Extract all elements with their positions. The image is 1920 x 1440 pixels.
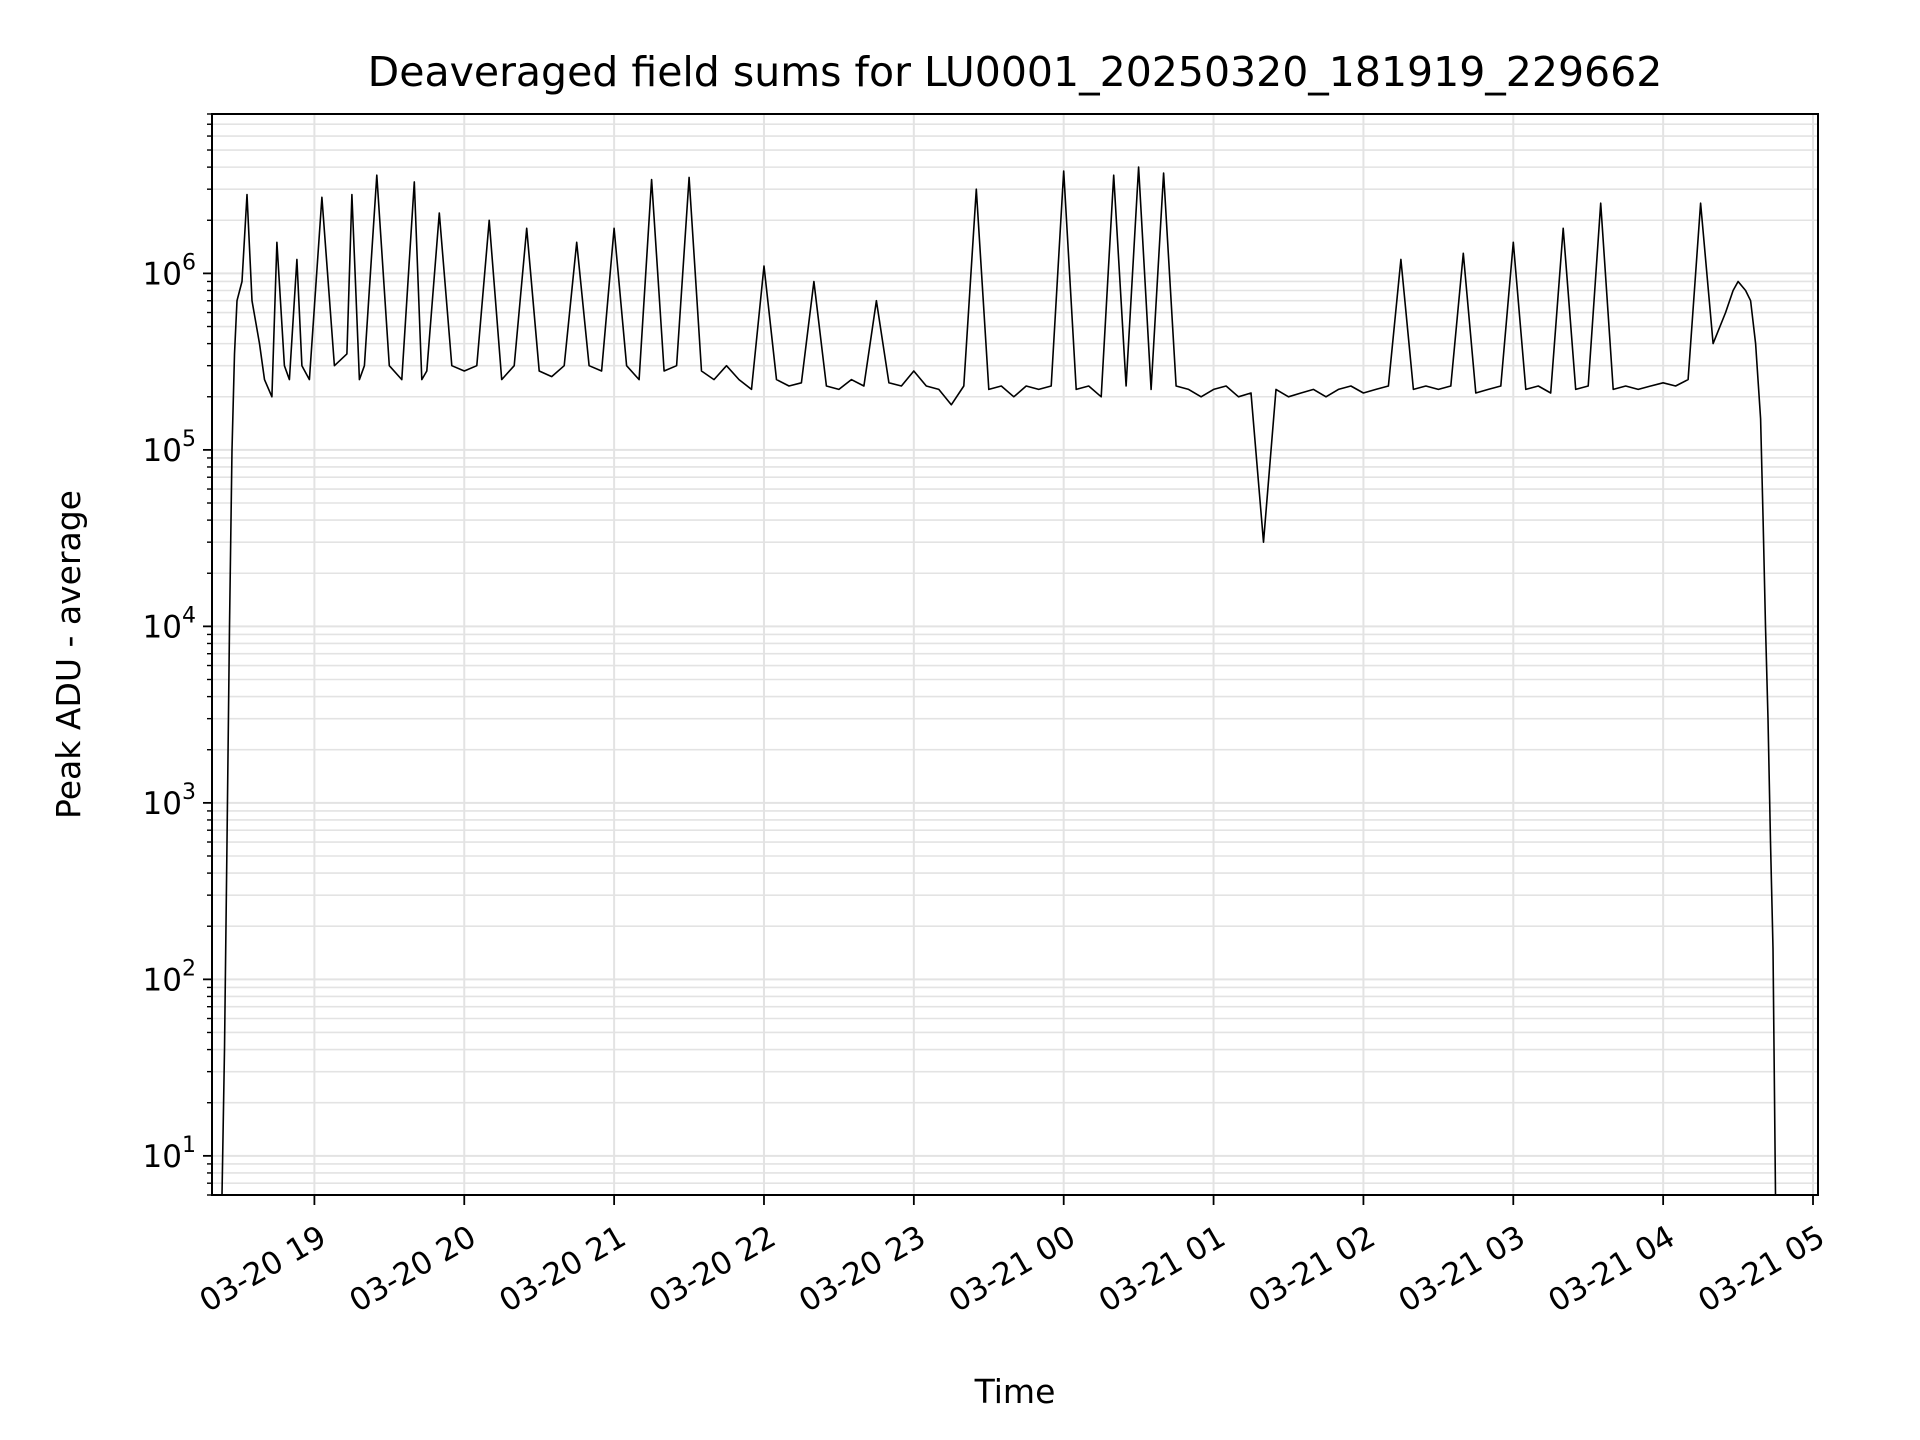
y-tick-label-base: 10 (143, 962, 182, 998)
y-tick-label-base: 10 (143, 786, 182, 822)
y-tick-label-exponent: 5 (182, 427, 196, 452)
x-axis-title: Time (974, 1372, 1056, 1411)
series-line (221, 166, 1777, 1196)
y-tick-label-exponent: 4 (182, 603, 196, 628)
y-tick-label-base: 10 (143, 256, 182, 292)
grid (212, 113, 1818, 1196)
y-tick-label-exponent: 3 (182, 780, 196, 805)
y-tick-label-base: 10 (143, 433, 182, 469)
y-axis-title: Peak ADU - average (49, 490, 88, 819)
plot-frame (211, 113, 1819, 1196)
y-tick-label: 104 (143, 603, 196, 645)
y-tick-label-exponent: 6 (182, 250, 196, 275)
data-series (221, 166, 1777, 1196)
y-tick-label: 101 (143, 1133, 196, 1175)
y-tick-label-exponent: 1 (182, 1133, 196, 1158)
y-tick-label-exponent: 2 (182, 956, 196, 981)
y-tick-label-base: 10 (143, 609, 182, 645)
y-tick-label: 103 (143, 780, 196, 822)
y-tick-label-base: 10 (143, 1139, 182, 1175)
y-tick-label: 105 (143, 427, 196, 469)
chart-title: Deaveraged field sums for LU0001_2025032… (368, 48, 1663, 96)
y-tick-label: 102 (143, 956, 196, 998)
y-tick-label: 106 (143, 250, 196, 292)
